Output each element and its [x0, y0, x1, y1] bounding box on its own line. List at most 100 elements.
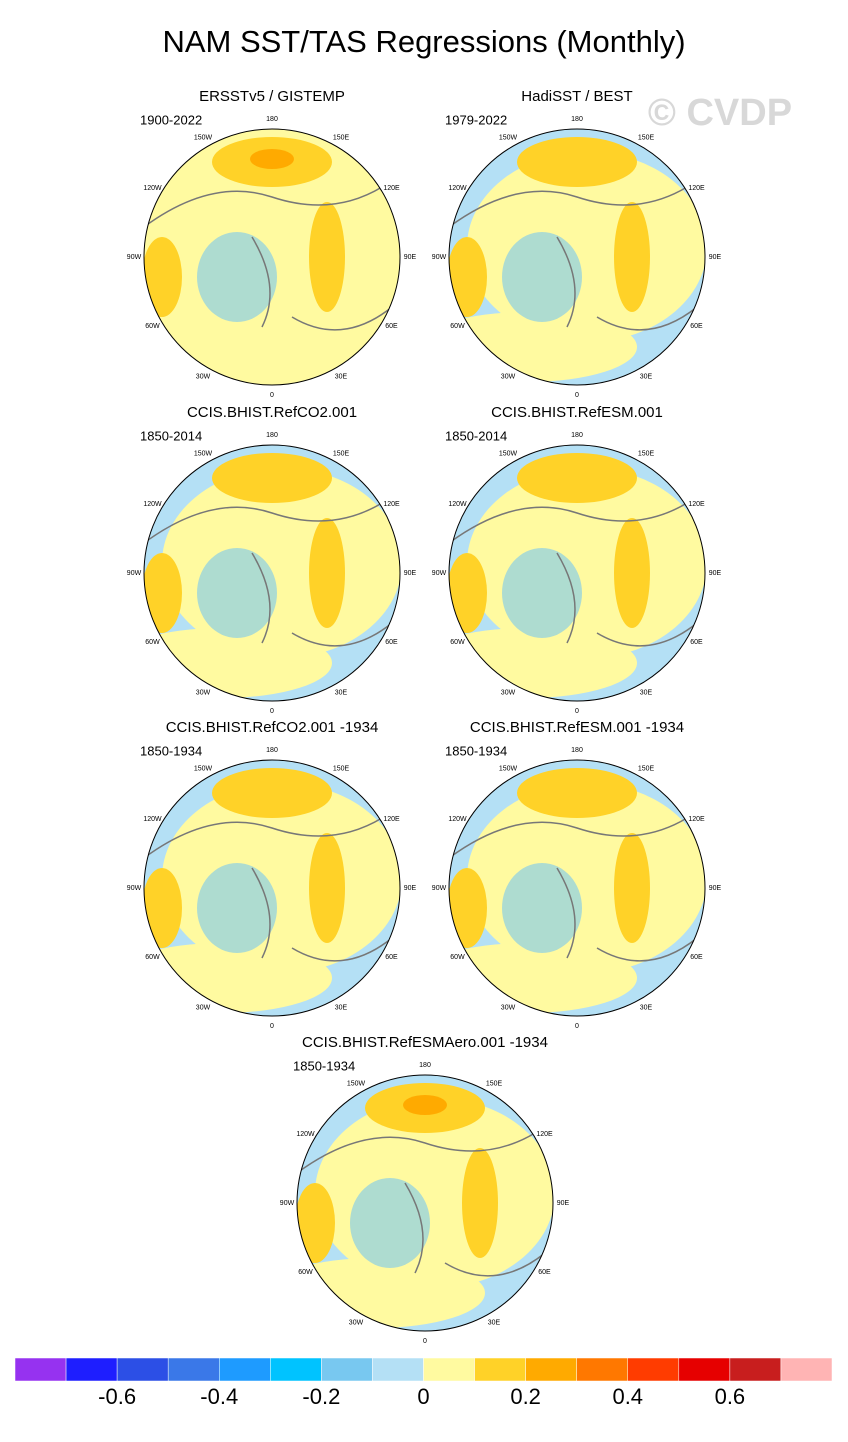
anomaly-region	[309, 833, 345, 943]
longitude-label: 90E	[557, 1200, 570, 1207]
longitude-label: 30E	[640, 1004, 653, 1011]
longitude-label: 120W	[143, 816, 162, 823]
anomaly-region	[297, 1183, 335, 1263]
longitude-label: 30E	[335, 1004, 348, 1011]
longitude-label: 120E	[688, 185, 705, 192]
longitude-label: 150W	[194, 134, 213, 141]
longitude-label: 150E	[638, 765, 655, 772]
map	[449, 445, 705, 701]
longitude-label: 150E	[333, 765, 350, 772]
panel-title: CCIS.BHIST.RefESM.001	[491, 404, 663, 421]
longitude-label: 30E	[488, 1319, 501, 1326]
longitude-label: 120E	[383, 816, 400, 823]
map-border	[448, 444, 706, 702]
colorbar-box	[678, 1357, 731, 1382]
longitude-label: 30W	[501, 1004, 516, 1011]
map	[449, 129, 705, 385]
longitude-label: 150W	[347, 1080, 366, 1087]
coastline	[449, 502, 698, 647]
longitude-label: 60W	[450, 954, 465, 961]
map	[144, 445, 400, 701]
anomaly-region	[517, 453, 637, 503]
colorbar-tick-label: -0.4	[200, 1384, 238, 1409]
map-border	[296, 1074, 554, 1332]
longitude-label: 30E	[640, 689, 653, 696]
colorbar-box	[321, 1357, 373, 1382]
longitude-label: 90W	[127, 254, 142, 261]
longitude-label: 120W	[448, 501, 467, 508]
longitude-label: 150E	[333, 134, 350, 141]
panel-period: 1979-2022	[445, 112, 507, 127]
anomaly-region	[449, 553, 487, 633]
longitude-label: 150E	[638, 450, 655, 457]
longitude-label: 0	[575, 392, 579, 399]
longitude-label: 150W	[499, 134, 518, 141]
longitude-label: 0	[270, 1023, 274, 1030]
panel-period: 1850-1934	[140, 743, 202, 758]
longitude-label: 90W	[127, 885, 142, 892]
anomaly-region	[144, 868, 182, 948]
panel-period: 1850-1934	[293, 1058, 355, 1073]
longitude-label: 150E	[638, 134, 655, 141]
anomaly-region	[212, 768, 332, 818]
longitude-label: 180	[571, 747, 583, 754]
longitude-label: 120W	[448, 185, 467, 192]
colorbar-tick-label: 0.6	[715, 1384, 746, 1409]
longitude-label: 180	[571, 116, 583, 123]
anomaly-region	[144, 553, 182, 633]
longitude-label: 60W	[450, 323, 465, 330]
map	[449, 760, 705, 1016]
panel-period: 1900-2022	[140, 112, 202, 127]
colorbar-box	[576, 1357, 628, 1382]
longitude-label: 150E	[333, 450, 350, 457]
longitude-label: 120W	[143, 501, 162, 508]
panel-period: 1850-1934	[445, 743, 507, 758]
longitude-label: 120W	[448, 816, 467, 823]
anomaly-region	[449, 237, 487, 317]
colorbar-tick-label: 0.4	[612, 1384, 643, 1409]
longitude-label: 60E	[385, 323, 398, 330]
longitude-label: 60E	[385, 954, 398, 961]
colorbar-box	[116, 1357, 169, 1382]
anomaly-region	[614, 202, 650, 312]
longitude-label: 90E	[709, 885, 722, 892]
coastline	[297, 1132, 546, 1277]
longitude-label: 180	[571, 432, 583, 439]
longitude-label: 90E	[404, 885, 417, 892]
colorbar-box	[270, 1357, 322, 1382]
anomaly-region	[502, 548, 582, 638]
map-border	[448, 128, 706, 386]
panel-title: CCIS.BHIST.RefESM.001 -1934	[470, 719, 684, 736]
longitude-label: 30E	[335, 373, 348, 380]
longitude-label: 30W	[349, 1319, 364, 1326]
anomaly-region	[350, 1178, 430, 1268]
longitude-label: 120E	[688, 816, 705, 823]
anomaly-region	[197, 232, 277, 322]
map-border	[143, 128, 401, 386]
longitude-label: 120E	[688, 501, 705, 508]
longitude-label: 90W	[432, 570, 447, 577]
colorbar-box	[627, 1357, 680, 1382]
coastline	[144, 502, 393, 647]
colorbar-box	[219, 1357, 271, 1382]
colorbar-box	[780, 1357, 833, 1382]
colorbar-box	[167, 1357, 220, 1382]
longitude-label: 30W	[196, 1004, 211, 1011]
longitude-label: 90W	[432, 885, 447, 892]
colorbar-box	[372, 1357, 424, 1382]
longitude-label: 120W	[296, 1131, 315, 1138]
map	[144, 129, 400, 385]
longitude-label: 150W	[499, 450, 518, 457]
anomaly-region	[502, 863, 582, 953]
watermark: © CVDP	[648, 92, 792, 134]
longitude-label: 180	[266, 747, 278, 754]
colorbar-box	[474, 1357, 526, 1382]
coastline	[144, 817, 393, 962]
longitude-label: 90E	[709, 254, 722, 261]
colorbar-box	[729, 1357, 782, 1382]
longitude-label: 90E	[404, 570, 417, 577]
longitude-label: 120E	[383, 185, 400, 192]
anomaly-region	[517, 137, 637, 187]
longitude-label: 0	[270, 392, 274, 399]
longitude-label: 150E	[486, 1080, 503, 1087]
